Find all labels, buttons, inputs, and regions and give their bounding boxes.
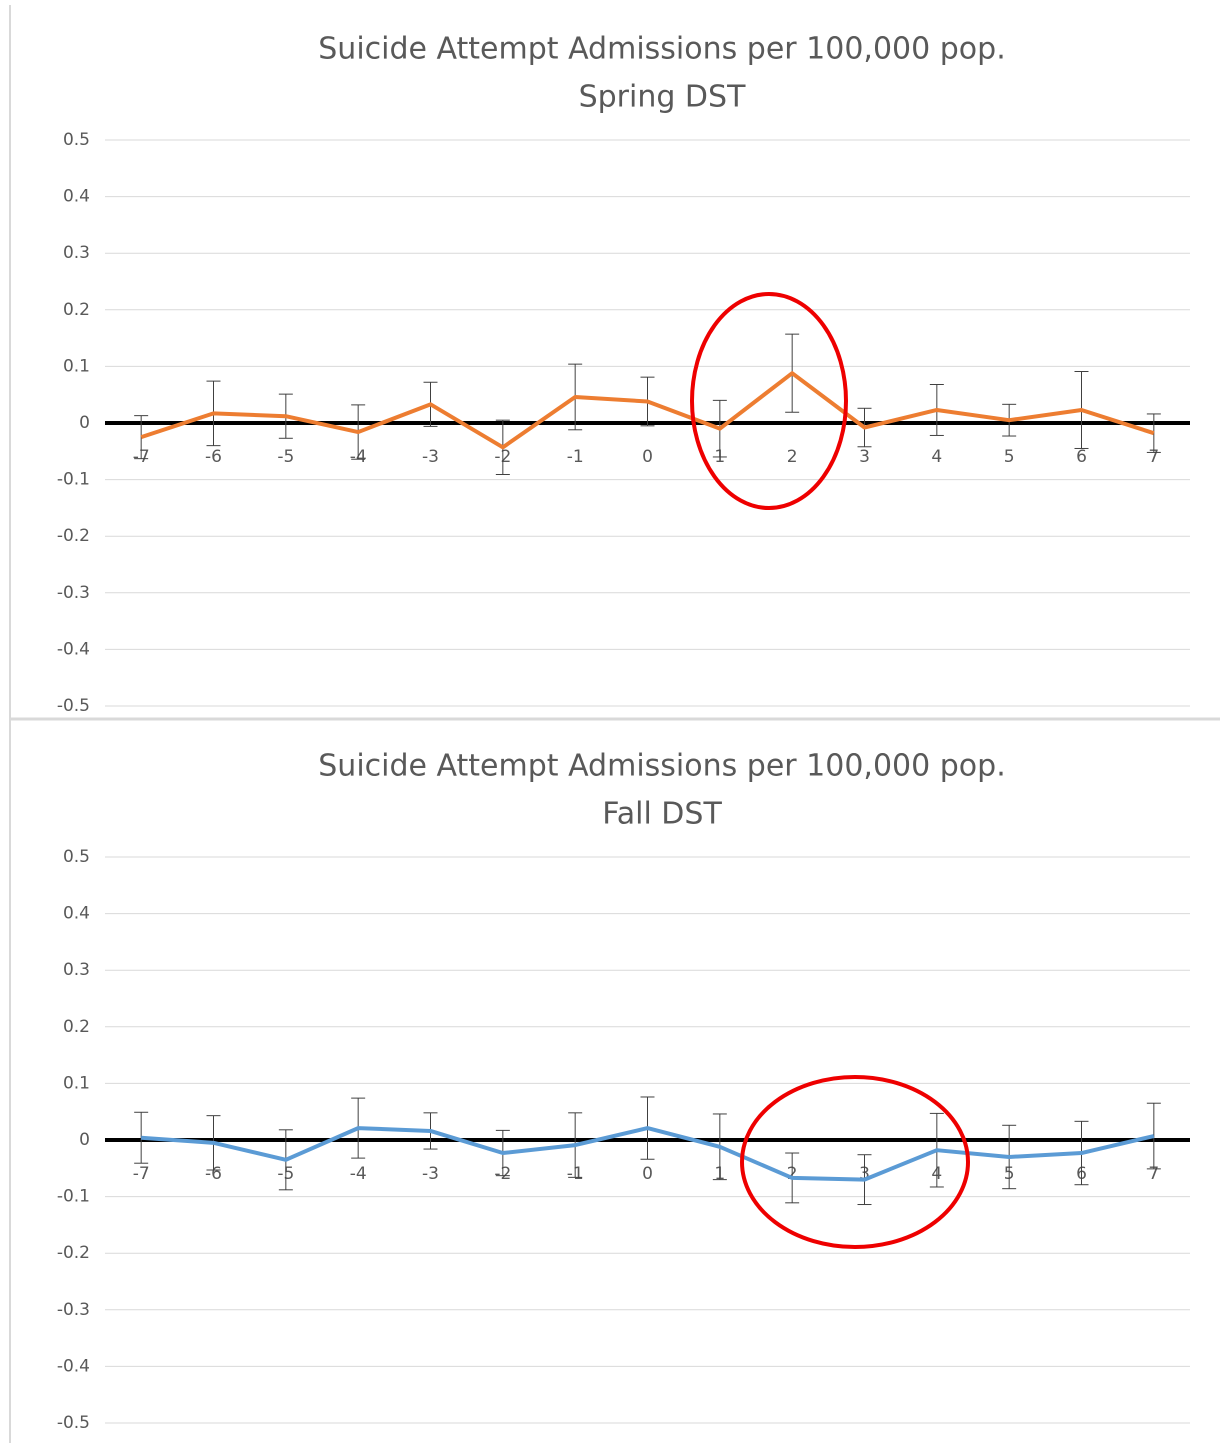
y-tick-label: -0.1 <box>57 1187 90 1207</box>
x-tick-label: -3 <box>422 1164 439 1184</box>
highlight-ellipse <box>740 1075 970 1249</box>
x-tick-label: 5 <box>1004 447 1015 467</box>
y-tick-label: 0.1 <box>63 1073 90 1093</box>
chart-title: Suicide Attempt Admissions per 100,000 p… <box>318 749 1005 784</box>
x-tick-label: -6 <box>205 1164 222 1184</box>
x-tick-label: 6 <box>1076 447 1087 467</box>
y-tick-label: 0 <box>79 1130 90 1150</box>
y-tick-label: 0.1 <box>63 356 90 376</box>
y-tick-label: 0.5 <box>63 130 90 150</box>
x-tick-label: 0 <box>642 1164 653 1184</box>
y-tick-label: 0.2 <box>63 1017 90 1037</box>
x-tick-label: -5 <box>277 447 294 467</box>
y-tick-label: 0.4 <box>63 904 90 924</box>
x-tick-label: 2 <box>787 447 798 467</box>
x-tick-label: 7 <box>1148 1164 1159 1184</box>
chart-subtitle: Spring DST <box>579 80 746 115</box>
x-tick-label: 3 <box>859 447 870 467</box>
y-tick-label: -0.2 <box>57 1243 90 1263</box>
x-tick-label: 7 <box>1148 447 1159 467</box>
y-tick-label: -0.4 <box>57 639 90 659</box>
highlight-ellipse <box>690 292 848 510</box>
y-tick-label: -0.1 <box>57 470 90 490</box>
chart-subtitle: Fall DST <box>602 797 722 832</box>
data-line <box>141 1126 1155 1182</box>
y-tick-label: 0.3 <box>63 243 90 263</box>
y-tick-label: -0.5 <box>57 1413 90 1433</box>
x-tick-label: -7 <box>133 1164 150 1184</box>
y-tick-label: -0.2 <box>57 526 90 546</box>
y-tick-label: -0.3 <box>57 1300 90 1320</box>
y-tick-label: 0.4 <box>63 187 90 207</box>
y-tick-label: -0.5 <box>57 696 90 716</box>
x-tick-label: -4 <box>350 1164 367 1184</box>
chart-title: Suicide Attempt Admissions per 100,000 p… <box>318 32 1005 67</box>
x-tick-label: -1 <box>567 447 584 467</box>
y-tick-label: -0.3 <box>57 583 90 603</box>
x-tick-label: -3 <box>422 447 439 467</box>
y-tick-label: -0.4 <box>57 1356 90 1376</box>
x-tick-label: 0 <box>642 447 653 467</box>
x-tick-label: -6 <box>205 447 222 467</box>
y-tick-label: 0.2 <box>63 300 90 320</box>
y-tick-label: 0 <box>79 413 90 433</box>
data-line <box>140 371 1155 450</box>
y-tick-label: 0.3 <box>63 960 90 980</box>
y-tick-label: 0.5 <box>63 847 90 867</box>
x-tick-label: 4 <box>931 447 942 467</box>
